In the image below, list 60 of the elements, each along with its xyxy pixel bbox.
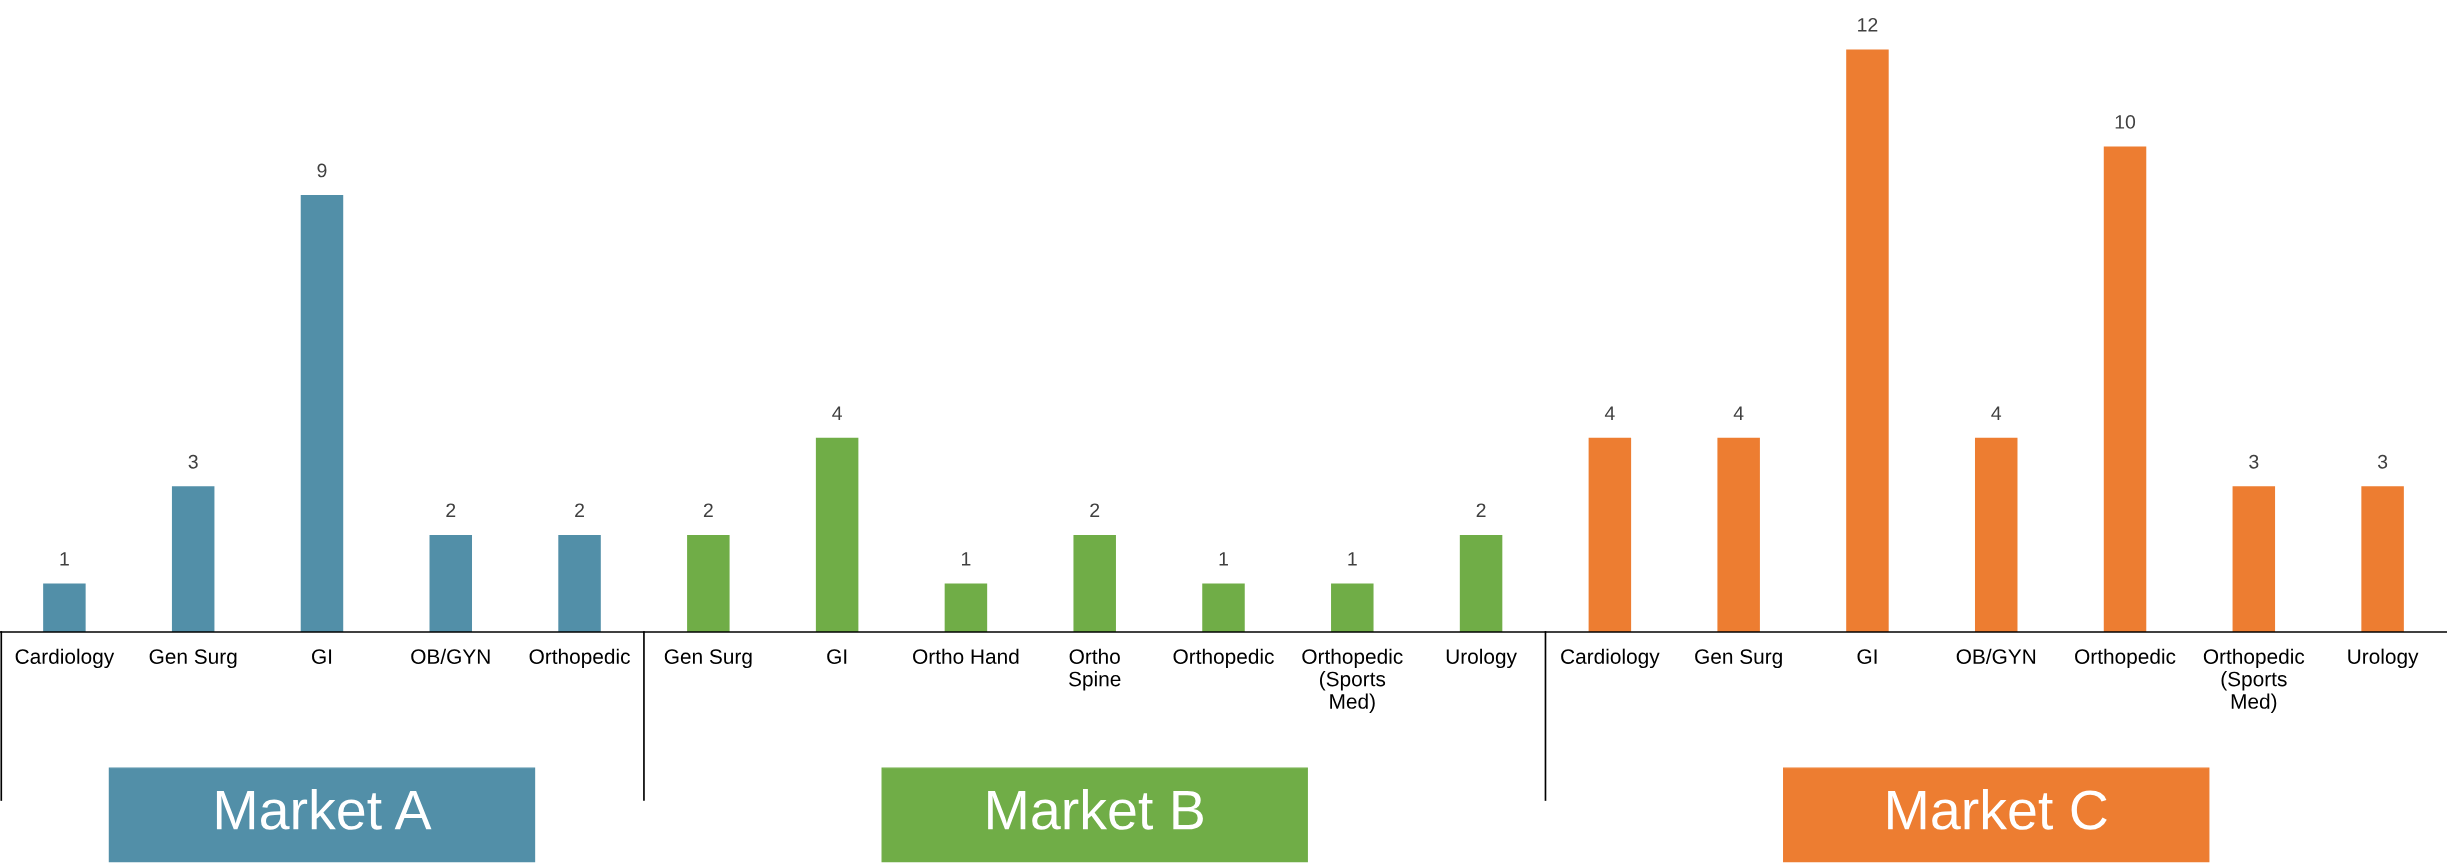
x-tick-label: Orthopedic (Sports Med) [1302, 648, 1403, 713]
bar [171, 486, 215, 632]
bar [1846, 49, 1889, 632]
data-label: 4 [1991, 406, 2002, 420]
x-tick-label: OB/GYN [1956, 648, 2036, 664]
bar [1073, 534, 1116, 632]
x-tick-label: Gen Surg [1695, 649, 1782, 669]
x-tick-label: GI [312, 649, 332, 664]
x-tick-label: Gen Surg [149, 649, 237, 669]
data-label: 10 [2115, 115, 2136, 129]
bar [300, 195, 344, 632]
text: Market A [216, 789, 432, 830]
data-label: 2 [446, 503, 456, 517]
bar [1202, 583, 1245, 632]
data-label: 2 [575, 503, 584, 517]
data-label: 9 [317, 163, 327, 178]
bar [558, 534, 601, 632]
x-tick-label: Gen Surg [664, 649, 752, 669]
text: Market B [988, 789, 1203, 830]
x-tick-label: Orthopedic [1173, 648, 1274, 669]
bar [2361, 486, 2404, 632]
bar [687, 534, 730, 632]
data-label: 12 [1858, 17, 1878, 32]
x-tick-label: Ortho Spine [1069, 648, 1121, 691]
x-tick-label: Cardiology [1561, 648, 1660, 669]
bar [944, 583, 988, 632]
bar [1331, 583, 1374, 632]
data-label: 1 [962, 552, 971, 566]
bar [1588, 437, 1632, 632]
bar [2103, 146, 2147, 632]
bar [429, 534, 473, 632]
x-tick-label: GI [827, 649, 847, 664]
x-tick-label: GI [1857, 649, 1877, 664]
text: Market C [1888, 789, 2107, 830]
data-label: 2 [1476, 503, 1486, 517]
x-tick-label: Ortho Hand [913, 648, 1019, 664]
bar [815, 437, 859, 632]
data-label: 4 [832, 406, 842, 420]
data-label: 2 [703, 503, 713, 517]
data-label: 1 [1219, 552, 1228, 566]
bar [1974, 437, 2018, 632]
data-label: 4 [1733, 406, 1744, 420]
x-tick-label: Cardiology [15, 648, 115, 669]
data-label: 3 [2377, 454, 2388, 469]
data-label: 4 [1604, 406, 1615, 420]
data-label: 2 [1090, 503, 1100, 517]
data-label: 1 [60, 552, 69, 566]
x-tick-label: Orthopedic [529, 648, 630, 669]
bar [1717, 437, 1760, 632]
x-tick-label: Urology [1446, 648, 1517, 669]
bar [2232, 486, 2276, 632]
x-tick-label: Orthopedic [2075, 648, 2176, 669]
data-label: 1 [1348, 552, 1357, 566]
bar [43, 583, 86, 632]
x-tick-label: OB/GYN [411, 648, 490, 664]
bar [1459, 534, 1503, 632]
data-label: 3 [2249, 454, 2259, 469]
data-label: 3 [188, 454, 198, 469]
x-tick-label: Orthopedic (Sports Med) [2203, 648, 2305, 713]
x-tick-label: Urology [2348, 648, 2419, 669]
